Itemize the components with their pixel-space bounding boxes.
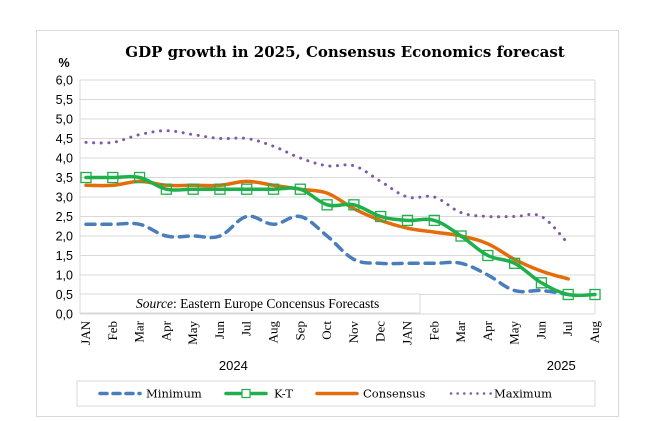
year-label: 2024 <box>219 358 248 373</box>
x-tick-label: Jul <box>239 321 254 337</box>
y-tick-label: 5,5 <box>56 93 73 107</box>
x-tick-label: Jun <box>533 321 548 340</box>
source-note: Source: Eastern Europe Concensus Forecas… <box>79 293 421 314</box>
x-tick-label: Nov <box>346 321 361 344</box>
x-tick-label: Feb <box>426 321 441 341</box>
legend-label: K-T <box>274 387 293 401</box>
y-tick-label: 1,0 <box>56 269 73 283</box>
kt-marker <box>455 230 467 242</box>
x-tick-label: Mar <box>453 320 468 342</box>
year-labels: 2024 2025 <box>219 358 576 373</box>
kt-marker <box>107 171 119 184</box>
x-tick-label: JAN <box>78 320 93 344</box>
year-label: 2025 <box>547 358 576 373</box>
y-tick-label: 0,0 <box>56 308 73 322</box>
kt-marker <box>214 183 226 195</box>
x-tick-label: Mar <box>132 320 147 342</box>
series-line-k-t <box>84 174 597 298</box>
kt-marker <box>401 214 414 227</box>
kt-marker <box>589 288 601 301</box>
y-tick-label: 3,5 <box>56 171 73 185</box>
gridlines <box>79 79 596 315</box>
x-tick-label: Feb <box>105 321 120 341</box>
x-tick-label: Sep <box>292 321 307 341</box>
y-tick-label: 4,5 <box>56 132 73 146</box>
y-tick-label: 2,5 <box>56 210 73 224</box>
y-tick-label: 3,0 <box>56 191 73 205</box>
legend: Minimum K-T Consensus Maximum <box>76 380 596 407</box>
kt-marker <box>508 257 521 269</box>
x-tick-label: Aug <box>266 321 281 344</box>
kt-marker <box>187 183 199 195</box>
x-tick-label: Aug <box>587 321 602 344</box>
series-line-minimum <box>84 214 570 297</box>
kt-marker <box>294 183 306 195</box>
series-line-consensus <box>84 179 570 281</box>
x-tick-label: Oct <box>319 321 334 340</box>
kt-marker <box>375 210 387 223</box>
kt-marker <box>321 199 333 211</box>
x-tick-label: Dec <box>373 321 388 342</box>
source-italic: Source <box>136 296 173 311</box>
source-rest: : Eastern Europe Concensus Forecasts <box>173 296 379 311</box>
y-tick-label: 6,0 <box>56 74 73 88</box>
kt-marker <box>133 171 146 184</box>
kt-marker <box>348 199 360 211</box>
legend-label: Consensus <box>363 387 426 401</box>
kt-marker <box>535 277 548 289</box>
chart-title: GDP growth in 2025, Consensus Economics … <box>125 43 565 61</box>
legend-label: Minimum <box>146 387 202 401</box>
legend-marker <box>241 388 251 399</box>
x-tick-label: May <box>507 321 522 345</box>
kt-marker <box>428 214 440 227</box>
x-tick-label: JAN <box>399 320 414 344</box>
source-text: Source: Eastern Europe Concensus Forecas… <box>136 296 379 311</box>
x-tick-label: Jul <box>560 321 575 337</box>
x-tick-labels: JAN Feb Mar Apr May Jun Jul Aug Sep Oct Nov Dec JAN F… <box>78 320 602 345</box>
series-group <box>80 129 601 301</box>
y-tick-label: 1,5 <box>56 249 73 263</box>
kt-marker <box>241 183 253 195</box>
y-tick-labels: 0,0 0,5 1,0 1,5 2,0 2,5 3,0 3,5 4,0 4,5 5,0 5,5 6,0 <box>56 74 73 322</box>
y-tick-label: 2,0 <box>56 230 73 244</box>
y-axis-label: % <box>58 56 69 70</box>
kt-marker <box>267 183 280 195</box>
x-tick-label: Jun <box>212 321 227 340</box>
y-tick-label: 5,0 <box>56 113 73 127</box>
kt-marker <box>80 171 92 184</box>
y-tick-label: 0,5 <box>56 288 73 302</box>
kt-marker <box>562 288 574 301</box>
kt-marker <box>160 183 173 195</box>
legend-label: Maximum <box>494 387 552 401</box>
x-tick-label: Apr <box>480 320 495 341</box>
x-tick-label: May <box>185 321 200 345</box>
y-tick-label: 4,0 <box>56 152 73 166</box>
kt-marker <box>482 249 494 262</box>
x-tick-label: Apr <box>158 320 173 341</box>
source-box <box>79 293 421 314</box>
